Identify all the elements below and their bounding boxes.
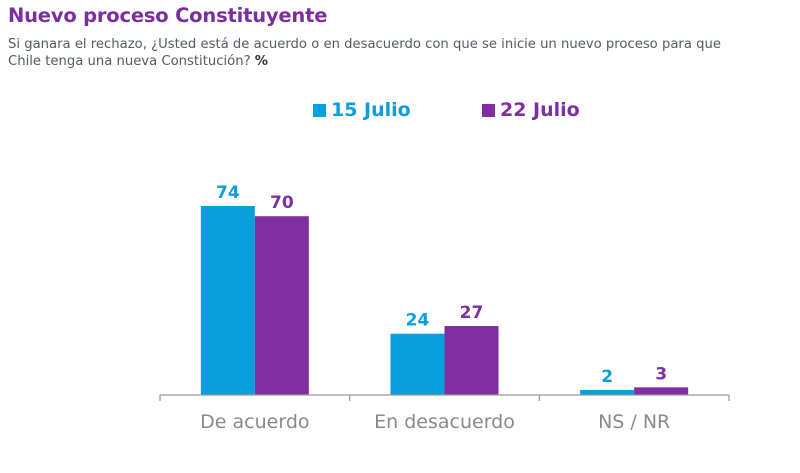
category-label-ns-nr: NS / NR: [598, 411, 670, 433]
chart-title: Nuevo proceso Constituyente: [8, 4, 328, 27]
legend-label-22-julio: 22 Julio: [500, 99, 580, 121]
data-label-en-desacuerdo-15-julio: 24: [406, 311, 430, 331]
data-label-ns-nr-22-julio: 3: [655, 364, 667, 384]
legend-item-22-julio: 22 Julio: [482, 99, 580, 121]
bar-de-acuerdo-22-julio: [254, 216, 309, 395]
legend-swatch-22-julio: [482, 103, 495, 117]
subtitle-unit: %: [254, 54, 269, 69]
bar-en-desacuerdo-22-julio: [444, 326, 499, 395]
chart-legend: 15 Julio 22 Julio: [0, 99, 800, 125]
chart-subtitle: Si ganara el rechazo, ¿Usted está de acu…: [8, 36, 798, 70]
subtitle-line-2: Chile tenga una nueva Constitución?: [8, 54, 251, 69]
subtitle-line-1: Si ganara el rechazo, ¿Usted está de acu…: [8, 37, 721, 52]
bar-ns-nr-22-julio: [634, 387, 689, 395]
data-label-de-acuerdo-15-julio: 74: [216, 183, 240, 203]
data-label-ns-nr-15-julio: 2: [601, 367, 613, 387]
data-label-en-desacuerdo-22-julio: 27: [460, 303, 484, 323]
category-label-en-desacuerdo: En desacuerdo: [374, 411, 515, 433]
bar-de-acuerdo-15-julio: [200, 206, 255, 395]
bar-ns-nr-15-julio: [580, 389, 635, 395]
legend-item-15-julio: 15 Julio: [313, 99, 411, 121]
category-label-de-acuerdo: De acuerdo: [200, 411, 309, 433]
bar-en-desacuerdo-15-julio: [390, 333, 445, 395]
legend-label-15-julio: 15 Julio: [331, 99, 411, 121]
legend-swatch-15-julio: [313, 103, 326, 117]
data-label-de-acuerdo-22-julio: 70: [270, 193, 294, 213]
